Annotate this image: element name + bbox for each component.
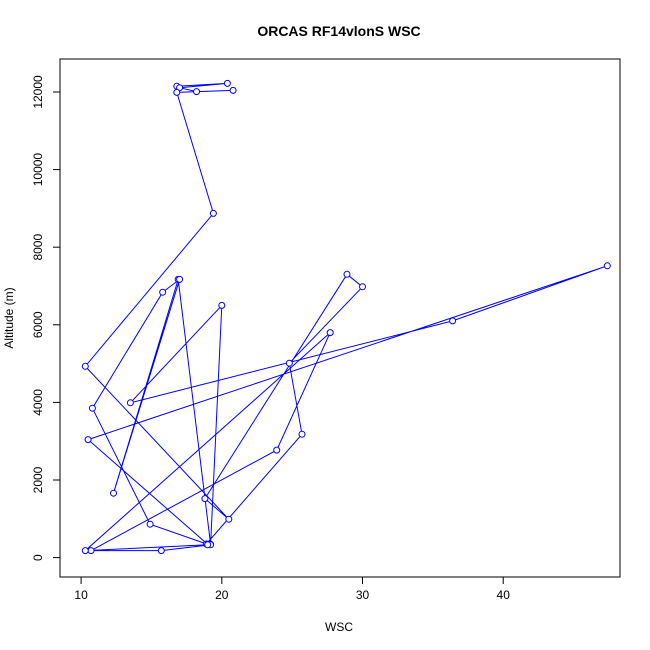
series-line [83, 82, 608, 552]
data-point [343, 270, 351, 278]
data-point [273, 446, 281, 454]
data-point [603, 262, 611, 270]
data-point [126, 399, 134, 407]
data-point [193, 88, 200, 96]
data-point [146, 520, 154, 528]
data-point [81, 362, 89, 370]
data-point [157, 547, 165, 555]
data-point [298, 430, 306, 438]
data-point [229, 86, 237, 94]
data-point [225, 515, 233, 523]
y-tick-label: 10000 [31, 153, 45, 187]
y-axis: 0 2000 4000 6000 8000 10000 12000 [31, 75, 61, 561]
data-point [88, 404, 96, 412]
data-point [173, 88, 181, 96]
data-point [81, 547, 89, 555]
y-tick-label: 8000 [31, 234, 45, 261]
data-point [359, 283, 366, 291]
y-tick-label: 0 [31, 554, 45, 561]
data-point [326, 329, 334, 337]
data-point [201, 495, 209, 503]
data-point [84, 436, 92, 444]
data-point [87, 547, 95, 555]
y-tick-label: 2000 [31, 466, 45, 493]
data-series [81, 79, 611, 555]
data-point [223, 79, 231, 87]
x-axis-label: WSC [325, 620, 353, 634]
data-point [449, 317, 457, 325]
y-tick-label: 4000 [31, 389, 45, 416]
x-tick-label: 10 [74, 588, 88, 602]
data-point [209, 209, 217, 217]
data-point [159, 288, 167, 296]
data-point [204, 541, 212, 549]
y-tick-label: 6000 [31, 311, 45, 338]
data-point [285, 359, 293, 367]
y-axis-label: Altitude (m) [2, 287, 16, 348]
x-tick-label: 20 [215, 588, 229, 602]
x-tick-label: 30 [356, 588, 370, 602]
y-tick-label: 12000 [31, 75, 45, 109]
x-tick-label: 40 [497, 588, 511, 602]
data-point [176, 275, 184, 283]
x-axis: 10 20 30 40 [74, 576, 511, 602]
data-point [110, 489, 117, 497]
plot-frame [59, 58, 621, 578]
data-point [218, 301, 226, 309]
chart-title: ORCAS RF14vlonS WSC [257, 23, 420, 39]
